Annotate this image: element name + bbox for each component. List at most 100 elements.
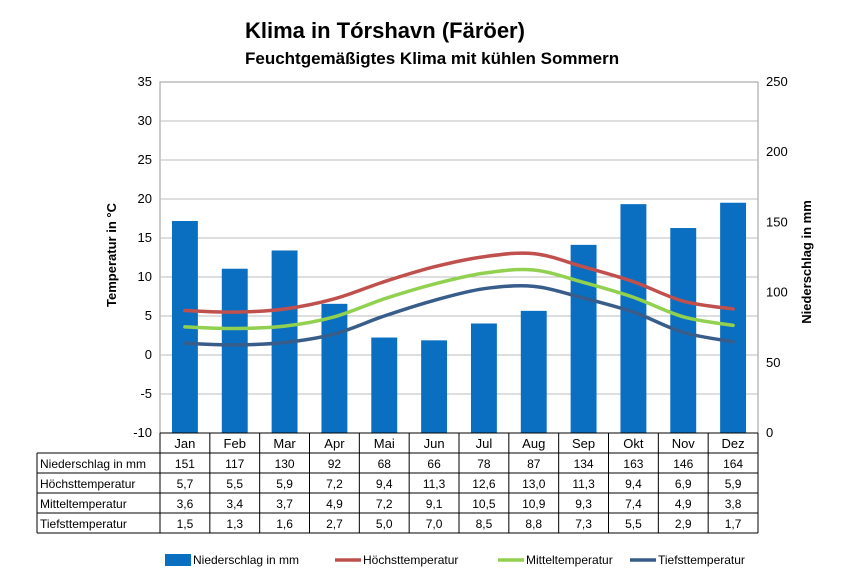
- category-label: Jun: [424, 436, 445, 451]
- table-cell: 2,9: [675, 517, 692, 531]
- gridlines: [159, 81, 759, 434]
- table-cell: 3,6: [177, 497, 194, 511]
- table-cell: 1,6: [276, 517, 293, 531]
- table-cell: 3,7: [276, 497, 293, 511]
- category-label: Mai: [374, 436, 395, 451]
- left-axis-label: Temperatur in °C: [104, 202, 119, 307]
- table-cell: 9,4: [625, 477, 642, 491]
- category-label: Okt: [623, 436, 644, 451]
- category-label: Nov: [672, 436, 696, 451]
- table-cell: 10,9: [522, 497, 546, 511]
- bar-aug: [520, 310, 547, 433]
- table-cell: 5,7: [177, 477, 194, 491]
- table-cell: 7,0: [426, 517, 443, 531]
- category-label: Jan: [174, 436, 195, 451]
- table-cell: 7,3: [575, 517, 592, 531]
- table-cell: 2,7: [326, 517, 343, 531]
- table-cell: 4,9: [675, 497, 692, 511]
- table-cell: 117: [225, 457, 244, 471]
- table-cell: 7,2: [326, 477, 343, 491]
- table-cell: 4,9: [326, 497, 343, 511]
- data-table: Jan Feb Mar Apr Mai Jun Jul Aug Sep Okt Nov Dez Nied…: [36, 432, 759, 534]
- line-tiefsttemperatur: [183, 283, 735, 347]
- table-cell: 1,7: [725, 517, 742, 531]
- left-tick-label: 25: [138, 152, 152, 167]
- left-tick-label: 20: [138, 191, 152, 206]
- right-tick-label: 200: [766, 144, 788, 159]
- legend: Niederschlag in mm Höchsttemperatur Mittel…: [165, 553, 745, 567]
- table-cell: 87: [527, 457, 541, 471]
- left-tick-label: 15: [138, 230, 152, 245]
- table-cell: 1,5: [177, 517, 194, 531]
- table-cell: 130: [275, 457, 295, 471]
- right-axis-ticks: 250 200 150 100 50 0: [766, 74, 788, 440]
- left-tick-label: 10: [138, 269, 152, 284]
- table-cell: 11,3: [423, 477, 446, 491]
- table-cell: 8,8: [525, 517, 542, 531]
- category-label: Apr: [324, 436, 345, 451]
- temperature-lines: [183, 251, 735, 347]
- legend-label-mitteltemperatur: Mitteltemperatur: [526, 553, 613, 567]
- right-tick-label: 150: [766, 214, 788, 229]
- table-cell: 11,3: [572, 477, 595, 491]
- legend-label-hoechsttemperatur: Höchsttemperatur: [363, 553, 458, 567]
- category-label: Dez: [722, 436, 745, 451]
- table-cell: 9,1: [426, 497, 443, 511]
- table-cell: 66: [427, 457, 441, 471]
- table-cell: 7,2: [376, 497, 393, 511]
- table-cell: 3,8: [725, 497, 742, 511]
- plot-area: [159, 81, 759, 434]
- table-cell: 3,4: [226, 497, 243, 511]
- table-cell: 78: [477, 457, 491, 471]
- legend-label-niederschlag-in-mm: Niederschlag in mm: [193, 553, 299, 567]
- table-row-header: Tiefsttemperatur: [40, 517, 127, 531]
- left-tick-label: 30: [138, 113, 152, 128]
- table-cell: 12,6: [472, 477, 496, 491]
- table-cell: 134: [574, 457, 594, 471]
- category-label: Sep: [572, 436, 595, 451]
- line-mitteltemperatur: [183, 267, 735, 331]
- bar-dez: [720, 202, 747, 433]
- table-cell: 151: [175, 457, 195, 471]
- left-tick-label: -10: [133, 425, 152, 440]
- table-cell: 68: [378, 457, 392, 471]
- chart-title: Klima in Tórshavn (Färöer): [245, 18, 525, 43]
- bar-apr: [321, 303, 348, 433]
- table-cell: 163: [623, 457, 643, 471]
- right-tick-label: 0: [766, 425, 773, 440]
- bar-jun: [421, 340, 448, 433]
- category-label: Mar: [273, 436, 296, 451]
- bar-jul: [470, 323, 497, 433]
- right-axis-label: Niederschlag in mm: [799, 200, 814, 324]
- table-cell: 9,3: [575, 497, 592, 511]
- table-cell: 5,9: [725, 477, 742, 491]
- table-cell: 13,0: [522, 477, 546, 491]
- table-cell: 1,3: [226, 517, 243, 531]
- chart-subtitle: Feuchtgemäßigtes Klima mit kühlen Sommer…: [245, 49, 619, 68]
- table-cell: 92: [328, 457, 342, 471]
- bar-sep: [570, 244, 597, 433]
- table-cell: 164: [723, 457, 743, 471]
- right-tick-label: 250: [766, 74, 788, 89]
- table-cell: 8,5: [476, 517, 493, 531]
- table-cell: 5,5: [625, 517, 642, 531]
- left-tick-label: 35: [138, 74, 152, 89]
- table-cell: 6,9: [675, 477, 692, 491]
- left-axis-ticks: 35 30 25 20 15 10 5 0 -5 -10: [133, 74, 152, 440]
- right-tick-label: 100: [766, 285, 788, 300]
- table-cell: 5,9: [276, 477, 293, 491]
- left-tick-label: 5: [145, 308, 152, 323]
- category-label: Aug: [522, 436, 545, 451]
- table-cell: 10,5: [472, 497, 496, 511]
- table-cell: 5,5: [226, 477, 243, 491]
- table-row-header: Höchsttemperatur: [40, 477, 135, 491]
- bar-mai: [371, 337, 398, 433]
- bar-feb: [221, 268, 248, 433]
- right-tick-label: 50: [766, 355, 780, 370]
- left-tick-label: 0: [145, 347, 152, 362]
- table-cell: 7,4: [625, 497, 642, 511]
- precipitation-bars: [171, 202, 747, 433]
- table-row-header: Mitteltemperatur: [40, 497, 127, 511]
- table-cell: 146: [673, 457, 693, 471]
